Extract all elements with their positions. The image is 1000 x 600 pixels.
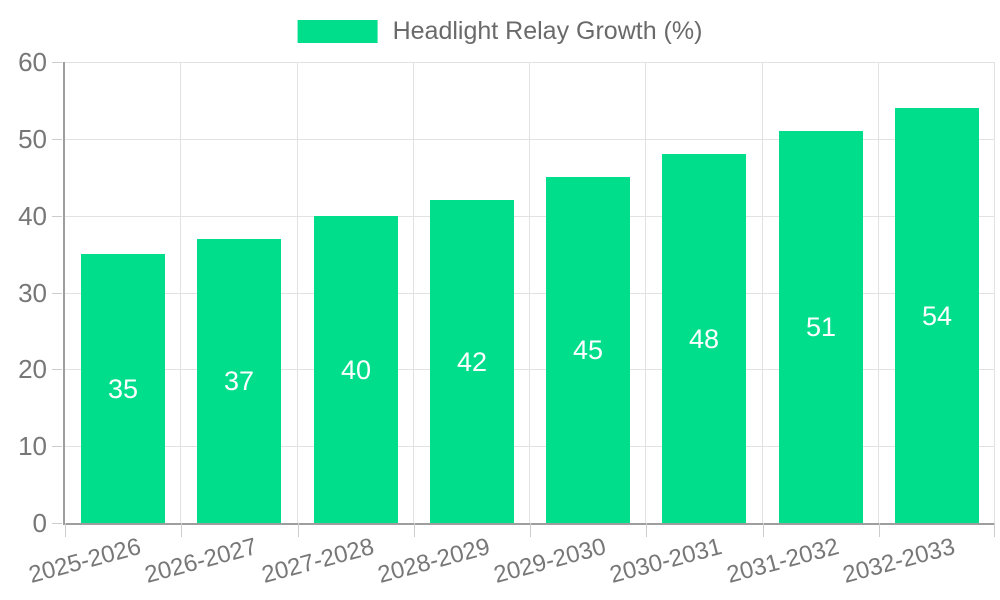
v-gridline — [994, 62, 995, 523]
bar-2030-2031[interactable] — [662, 154, 746, 523]
bar-value-label: 48 — [688, 324, 720, 354]
x-tick-label: 2029-2030 — [491, 533, 609, 589]
y-tick-label: 0 — [32, 508, 47, 538]
y-tick-mark — [52, 62, 62, 63]
x-tick-label: 2027-2028 — [259, 533, 377, 589]
legend-label[interactable]: Headlight Relay Growth (%) — [392, 17, 703, 45]
v-gridline — [297, 62, 298, 523]
y-tick-label: 20 — [18, 354, 47, 384]
bar-2031-2032[interactable] — [779, 131, 863, 523]
bar-value-label: 45 — [572, 335, 604, 365]
y-tick-mark — [52, 293, 62, 294]
y-tick-mark — [52, 523, 62, 524]
bar-2029-2030[interactable] — [546, 177, 630, 523]
x-tick-label: 2030-2031 — [607, 533, 725, 589]
bar-value-label: 51 — [805, 312, 837, 342]
bar-value-label: 37 — [223, 366, 255, 396]
h-gridline — [65, 139, 995, 140]
bar-value-label: 54 — [921, 301, 953, 331]
x-tick-label: 2025-2026 — [26, 533, 144, 589]
x-tick-mark — [994, 523, 995, 537]
bar-value-label: 40 — [340, 355, 372, 385]
v-gridline — [878, 62, 879, 523]
bar-value-label: 42 — [456, 347, 488, 377]
y-tick-mark — [52, 216, 62, 217]
y-tick-mark — [52, 369, 62, 370]
y-tick-label: 40 — [18, 201, 47, 231]
h-gridline — [65, 216, 995, 217]
y-tick-mark — [52, 446, 62, 447]
v-gridline — [762, 62, 763, 523]
bar-2028-2029[interactable] — [430, 200, 514, 523]
x-tick-mark — [530, 523, 531, 537]
x-tick-mark — [414, 523, 415, 537]
x-tick-mark — [879, 523, 880, 537]
bar-2025-2026[interactable] — [81, 254, 165, 523]
x-tick-label: 2031-2032 — [724, 533, 842, 589]
y-tick-mark — [52, 139, 62, 140]
h-gridline — [65, 62, 995, 63]
x-tick-mark — [763, 523, 764, 537]
x-tick-label: 2032-2033 — [840, 533, 958, 589]
bar-2027-2028[interactable] — [314, 216, 398, 523]
v-gridline — [413, 62, 414, 523]
x-tick-label: 2026-2027 — [142, 533, 260, 589]
legend[interactable]: Headlight Relay Growth (%) — [297, 17, 703, 46]
legend-color-swatch[interactable] — [297, 20, 378, 43]
v-gridline — [529, 62, 530, 523]
h-gridline — [65, 293, 995, 294]
bar-2032-2033[interactable] — [895, 108, 979, 523]
v-gridline — [645, 62, 646, 523]
y-tick-label: 30 — [18, 278, 47, 308]
plot-area: 0 10 20 30 40 50 60 35 2025-2026 37 2026-2027 40 202… — [18, 49, 995, 589]
h-gridline — [65, 369, 995, 370]
x-tick-mark — [181, 523, 182, 537]
x-tick-mark — [65, 523, 66, 537]
bar-2026-2027[interactable] — [197, 239, 281, 523]
y-tick-label: 50 — [18, 124, 47, 154]
x-tick-label: 2028-2029 — [375, 533, 493, 589]
x-tick-mark — [646, 523, 647, 537]
y-tick-label: 10 — [18, 431, 47, 461]
bar-value-label: 35 — [107, 374, 139, 404]
h-gridline — [65, 446, 995, 447]
v-gridline — [180, 62, 181, 523]
y-tick-label: 60 — [18, 47, 47, 77]
x-tick-mark — [298, 523, 299, 537]
